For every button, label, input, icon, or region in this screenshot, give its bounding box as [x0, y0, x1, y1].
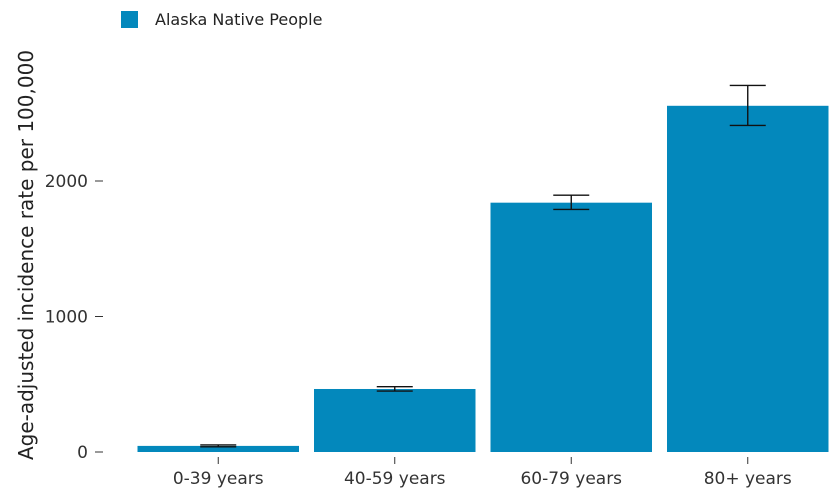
y-axis: 0 1000 2000 [45, 172, 103, 463]
y-tick-label: 2000 [45, 172, 88, 192]
bars [137, 105, 829, 453]
x-tick-label: 80+ years [704, 469, 792, 489]
legend-swatch [121, 10, 138, 28]
bar [490, 202, 652, 452]
x-tick-label: 0-39 years [173, 469, 264, 489]
y-tick-label: 0 [77, 443, 88, 463]
bar [137, 445, 299, 452]
y-axis-title: Age-adjusted incidence rate per 100,000 [14, 50, 38, 460]
chart-legend: Alaska Native People [121, 8, 322, 30]
bar [667, 105, 829, 453]
x-tick-label: 60-79 years [520, 469, 622, 489]
x-tick-label: 40-59 years [344, 469, 446, 489]
legend-label: Alaska Native People [155, 9, 323, 29]
x-axis: 0-39 years 40-59 years 60-79 years 80+ year… [173, 457, 792, 489]
bar [314, 388, 476, 452]
error-bars [200, 84, 766, 448]
y-tick-label: 1000 [45, 308, 88, 328]
